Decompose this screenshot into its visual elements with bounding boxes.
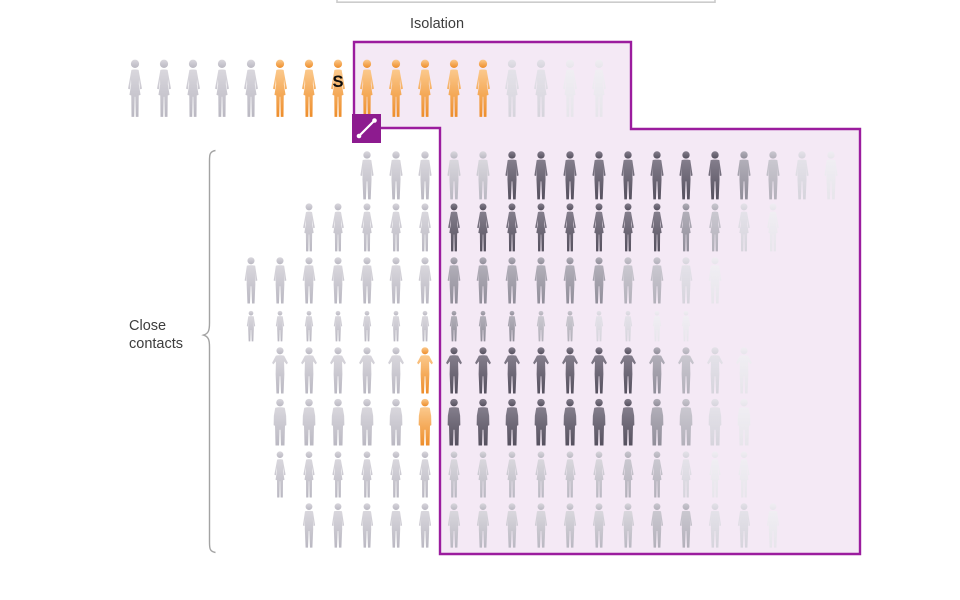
person-figure [420, 310, 430, 342]
person-figure [330, 347, 346, 394]
person-figure [246, 310, 256, 342]
person-figure [362, 310, 372, 342]
person-figure [244, 59, 258, 117]
person-figure [389, 503, 403, 548]
person-figure [274, 451, 286, 498]
person-figure [418, 257, 432, 304]
person-figure [273, 398, 287, 446]
person-figure [359, 347, 375, 394]
person-figure [418, 151, 432, 200]
person-figure [331, 257, 345, 304]
person-figure [128, 59, 142, 117]
person-figure [390, 451, 402, 498]
person-figure [302, 257, 316, 304]
person-figure [390, 203, 402, 252]
person-figure [302, 398, 316, 446]
person-figure [389, 398, 403, 446]
person-figure [331, 398, 345, 446]
person-figure [419, 451, 431, 498]
person-figure [418, 398, 432, 446]
person-figure [418, 503, 432, 548]
close-contacts-label: Close contacts [129, 318, 183, 353]
person-figure [388, 347, 404, 394]
person-figure [391, 310, 401, 342]
person-figure [302, 59, 316, 117]
person-figure [389, 151, 403, 200]
isolation-zone [354, 42, 860, 554]
person-figure [332, 203, 344, 252]
person-figure [332, 451, 344, 498]
person-figure [361, 451, 373, 498]
person-figure [389, 257, 403, 304]
person-figure [360, 398, 374, 446]
person-figure [275, 310, 285, 342]
person-figure [273, 59, 287, 117]
person-figure [303, 451, 315, 498]
person-figure [333, 310, 343, 342]
swab-icon [352, 114, 381, 143]
isolation-label: Isolation [410, 16, 465, 32]
person-figure [157, 59, 171, 117]
source-person-label: S [332, 73, 344, 91]
person-figure [272, 347, 288, 394]
person-figure [302, 503, 316, 548]
person-figure [273, 257, 287, 304]
person-figure [303, 203, 315, 252]
close-contacts-brace [201, 149, 216, 554]
person-figure [360, 151, 374, 200]
person-figure [304, 310, 314, 342]
person-figure [361, 203, 373, 252]
person-figure [360, 503, 374, 548]
person-figure [419, 203, 431, 252]
person-figure [186, 59, 200, 117]
top-panel-rule [336, 0, 716, 3]
person-figure [331, 503, 345, 548]
person-figure [417, 347, 433, 394]
person-figure [215, 59, 229, 117]
close-contacts-label-line1: Close [129, 318, 167, 334]
person-figure [360, 257, 374, 304]
person-figure [244, 257, 258, 304]
person-figure [301, 347, 317, 394]
close-contacts-label-line2: contacts [129, 335, 183, 352]
isolation-zone-border [352, 40, 862, 556]
